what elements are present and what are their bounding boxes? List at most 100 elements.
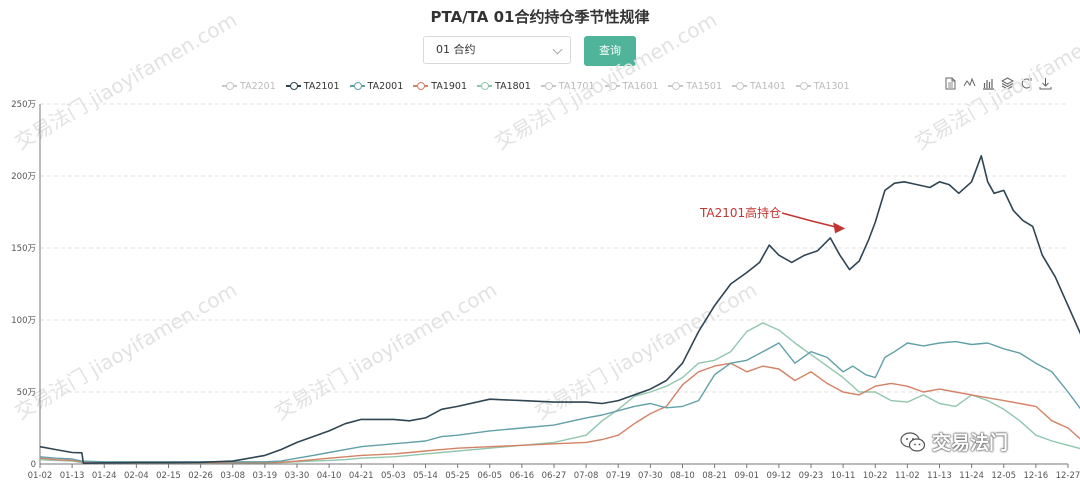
legend-label: TA1701 bbox=[558, 80, 595, 92]
x-tick-label: 01-02 bbox=[28, 471, 53, 481]
legend-marker-icon bbox=[668, 81, 684, 91]
x-tick-label: 08-21 bbox=[702, 471, 727, 481]
x-tick-label: 12-27 bbox=[1056, 471, 1080, 481]
series-line-ta2001 bbox=[39, 340, 1080, 463]
legend-marker-icon bbox=[222, 81, 237, 91]
annotation-label: TA2101高持仓 bbox=[699, 205, 781, 220]
legend-label: TA2001 bbox=[367, 80, 404, 92]
x-tick-label: 03-08 bbox=[220, 471, 245, 481]
x-tick-label: 09-01 bbox=[734, 471, 759, 481]
legend-marker-icon bbox=[540, 81, 556, 91]
x-tick-label: 02-04 bbox=[124, 471, 149, 481]
bar-chart-icon[interactable] bbox=[982, 77, 995, 90]
y-tick-label: 0 bbox=[31, 460, 36, 470]
legend-item-ta1801[interactable]: TA1801 bbox=[477, 81, 531, 92]
x-tick-label: 09-23 bbox=[799, 471, 824, 481]
annotation-arrow bbox=[781, 212, 838, 229]
x-tick-label: 12-05 bbox=[991, 471, 1016, 481]
contract-select-value: 01 合约 bbox=[436, 43, 476, 56]
y-tick-label: 150万 bbox=[11, 244, 36, 254]
x-tick-label: 01-24 bbox=[92, 471, 117, 481]
page-title: PTA/TA 01合约持仓季节性规律 bbox=[430, 8, 650, 26]
query-button[interactable]: 查询 bbox=[584, 36, 636, 66]
chart-toolbox bbox=[944, 77, 1052, 90]
y-tick-label: 200万 bbox=[11, 172, 36, 182]
legend-marker-icon bbox=[349, 81, 365, 91]
watermark-text: 交易法门 jiaoyifamen.com bbox=[491, 7, 721, 154]
x-tick-label: 11-02 bbox=[895, 471, 920, 481]
x-tick-label: 06-05 bbox=[477, 471, 502, 481]
legend-marker-icon bbox=[732, 81, 747, 91]
line-chart-icon[interactable] bbox=[963, 77, 976, 90]
watermark-text: 交易法门 jiaoyifamen.com bbox=[271, 277, 501, 424]
watermark-layer: 交易法门 jiaoyifamen.com 交易法门 jiaoyifamen.com… bbox=[11, 7, 1080, 424]
legend-item-ta1401[interactable]: TA1401 bbox=[732, 81, 786, 92]
x-axis: 01-02 01-13 01-24 02-04 02-15 02-26 03-08 03-19… bbox=[28, 463, 1080, 481]
x-tick-label: 09-12 bbox=[767, 471, 792, 481]
x-tick-label: 05-25 bbox=[445, 471, 470, 481]
stack-icon[interactable] bbox=[1001, 77, 1014, 90]
y-tick-label: 100万 bbox=[11, 316, 36, 326]
x-tick-label: 07-08 bbox=[574, 471, 599, 481]
legend-item-ta2201[interactable]: TA2201 bbox=[222, 81, 276, 92]
download-icon[interactable] bbox=[1039, 77, 1052, 90]
wechat-icon bbox=[900, 431, 926, 452]
legend-item-ta1601[interactable]: TA1601 bbox=[604, 80, 659, 92]
brand-logo: 交易法门 bbox=[900, 428, 1008, 455]
x-tick-label: 01-13 bbox=[60, 471, 85, 481]
legend-marker-icon bbox=[604, 81, 620, 91]
legend-label: TA1501 bbox=[686, 80, 722, 92]
x-tick-label: 10-11 bbox=[831, 471, 856, 481]
legend-item-ta1701[interactable]: TA1701 bbox=[540, 80, 595, 92]
restore-icon[interactable] bbox=[1020, 77, 1033, 90]
y-tick-label: 250万 bbox=[11, 100, 36, 110]
x-tick-label: 06-27 bbox=[542, 471, 567, 481]
legend-label: TA1601 bbox=[622, 80, 659, 92]
watermark-text: 交易法门 jiaoyifamen.com bbox=[11, 277, 241, 424]
y-axis: 0 50万 100万 150万 200万 250万 bbox=[11, 100, 41, 470]
x-tick-label: 11-24 bbox=[959, 471, 984, 481]
x-tick-label: 10-22 bbox=[863, 471, 888, 481]
chart-annotation: TA2101高持仓 bbox=[699, 205, 846, 234]
x-tick-label: 03-30 bbox=[285, 471, 310, 481]
x-tick-label: 02-15 bbox=[156, 471, 181, 481]
legend-marker-icon bbox=[477, 81, 492, 91]
series-line-ta2101 bbox=[39, 155, 1080, 465]
y-tick-label: 50万 bbox=[17, 388, 36, 398]
legend-label: TA2101 bbox=[303, 80, 340, 92]
contract-select[interactable]: 01 合约 bbox=[423, 36, 571, 64]
legend-item-ta1501[interactable]: TA1501 bbox=[668, 81, 722, 92]
x-tick-label: 05-14 bbox=[413, 471, 438, 481]
legend-label: TA1901 bbox=[431, 80, 467, 92]
x-tick-label: 03-19 bbox=[253, 471, 278, 481]
chart-grid bbox=[40, 103, 1068, 393]
x-tick-label: 06-16 bbox=[510, 471, 535, 481]
chart-legend: TA2201 TA2101 TA2001 TA1901 TA1801 TA1701 TA16… bbox=[222, 78, 850, 94]
watermark-text: 交易法门 jiaoyifamen.com bbox=[911, 7, 1080, 154]
legend-item-ta2101[interactable]: TA2101 bbox=[285, 80, 340, 92]
legend-marker-icon bbox=[795, 81, 811, 91]
x-tick-label: 08-10 bbox=[670, 471, 695, 481]
legend-label: TA1401 bbox=[750, 80, 786, 92]
x-tick-label: 07-30 bbox=[638, 471, 663, 481]
x-tick-label: 07-19 bbox=[606, 471, 631, 481]
legend-item-ta1901[interactable]: TA1901 bbox=[413, 81, 467, 92]
x-tick-label: 11-13 bbox=[927, 471, 952, 481]
legend-marker-icon bbox=[413, 81, 429, 91]
legend-label: TA2201 bbox=[240, 80, 276, 92]
series-line-ta1901 bbox=[39, 362, 1080, 464]
annotation-arrowhead bbox=[833, 222, 846, 234]
x-tick-label: 05-03 bbox=[381, 471, 406, 481]
legend-item-ta2001[interactable]: TA2001 bbox=[349, 80, 404, 92]
legend-marker-icon bbox=[285, 81, 301, 91]
data-view-icon[interactable] bbox=[944, 77, 957, 90]
legend-item-ta1301[interactable]: TA1301 bbox=[795, 80, 850, 92]
logo-text: 交易法门 bbox=[932, 432, 1009, 454]
watermark-text: 交易法门 jiaoyifamen.com bbox=[11, 7, 241, 154]
x-tick-label: 02-26 bbox=[188, 471, 213, 481]
x-tick-label: 12-16 bbox=[1024, 471, 1049, 481]
x-tick-label: 04-10 bbox=[317, 471, 342, 481]
x-tick-label: 04-21 bbox=[349, 471, 374, 481]
legend-label: TA1301 bbox=[813, 80, 850, 92]
